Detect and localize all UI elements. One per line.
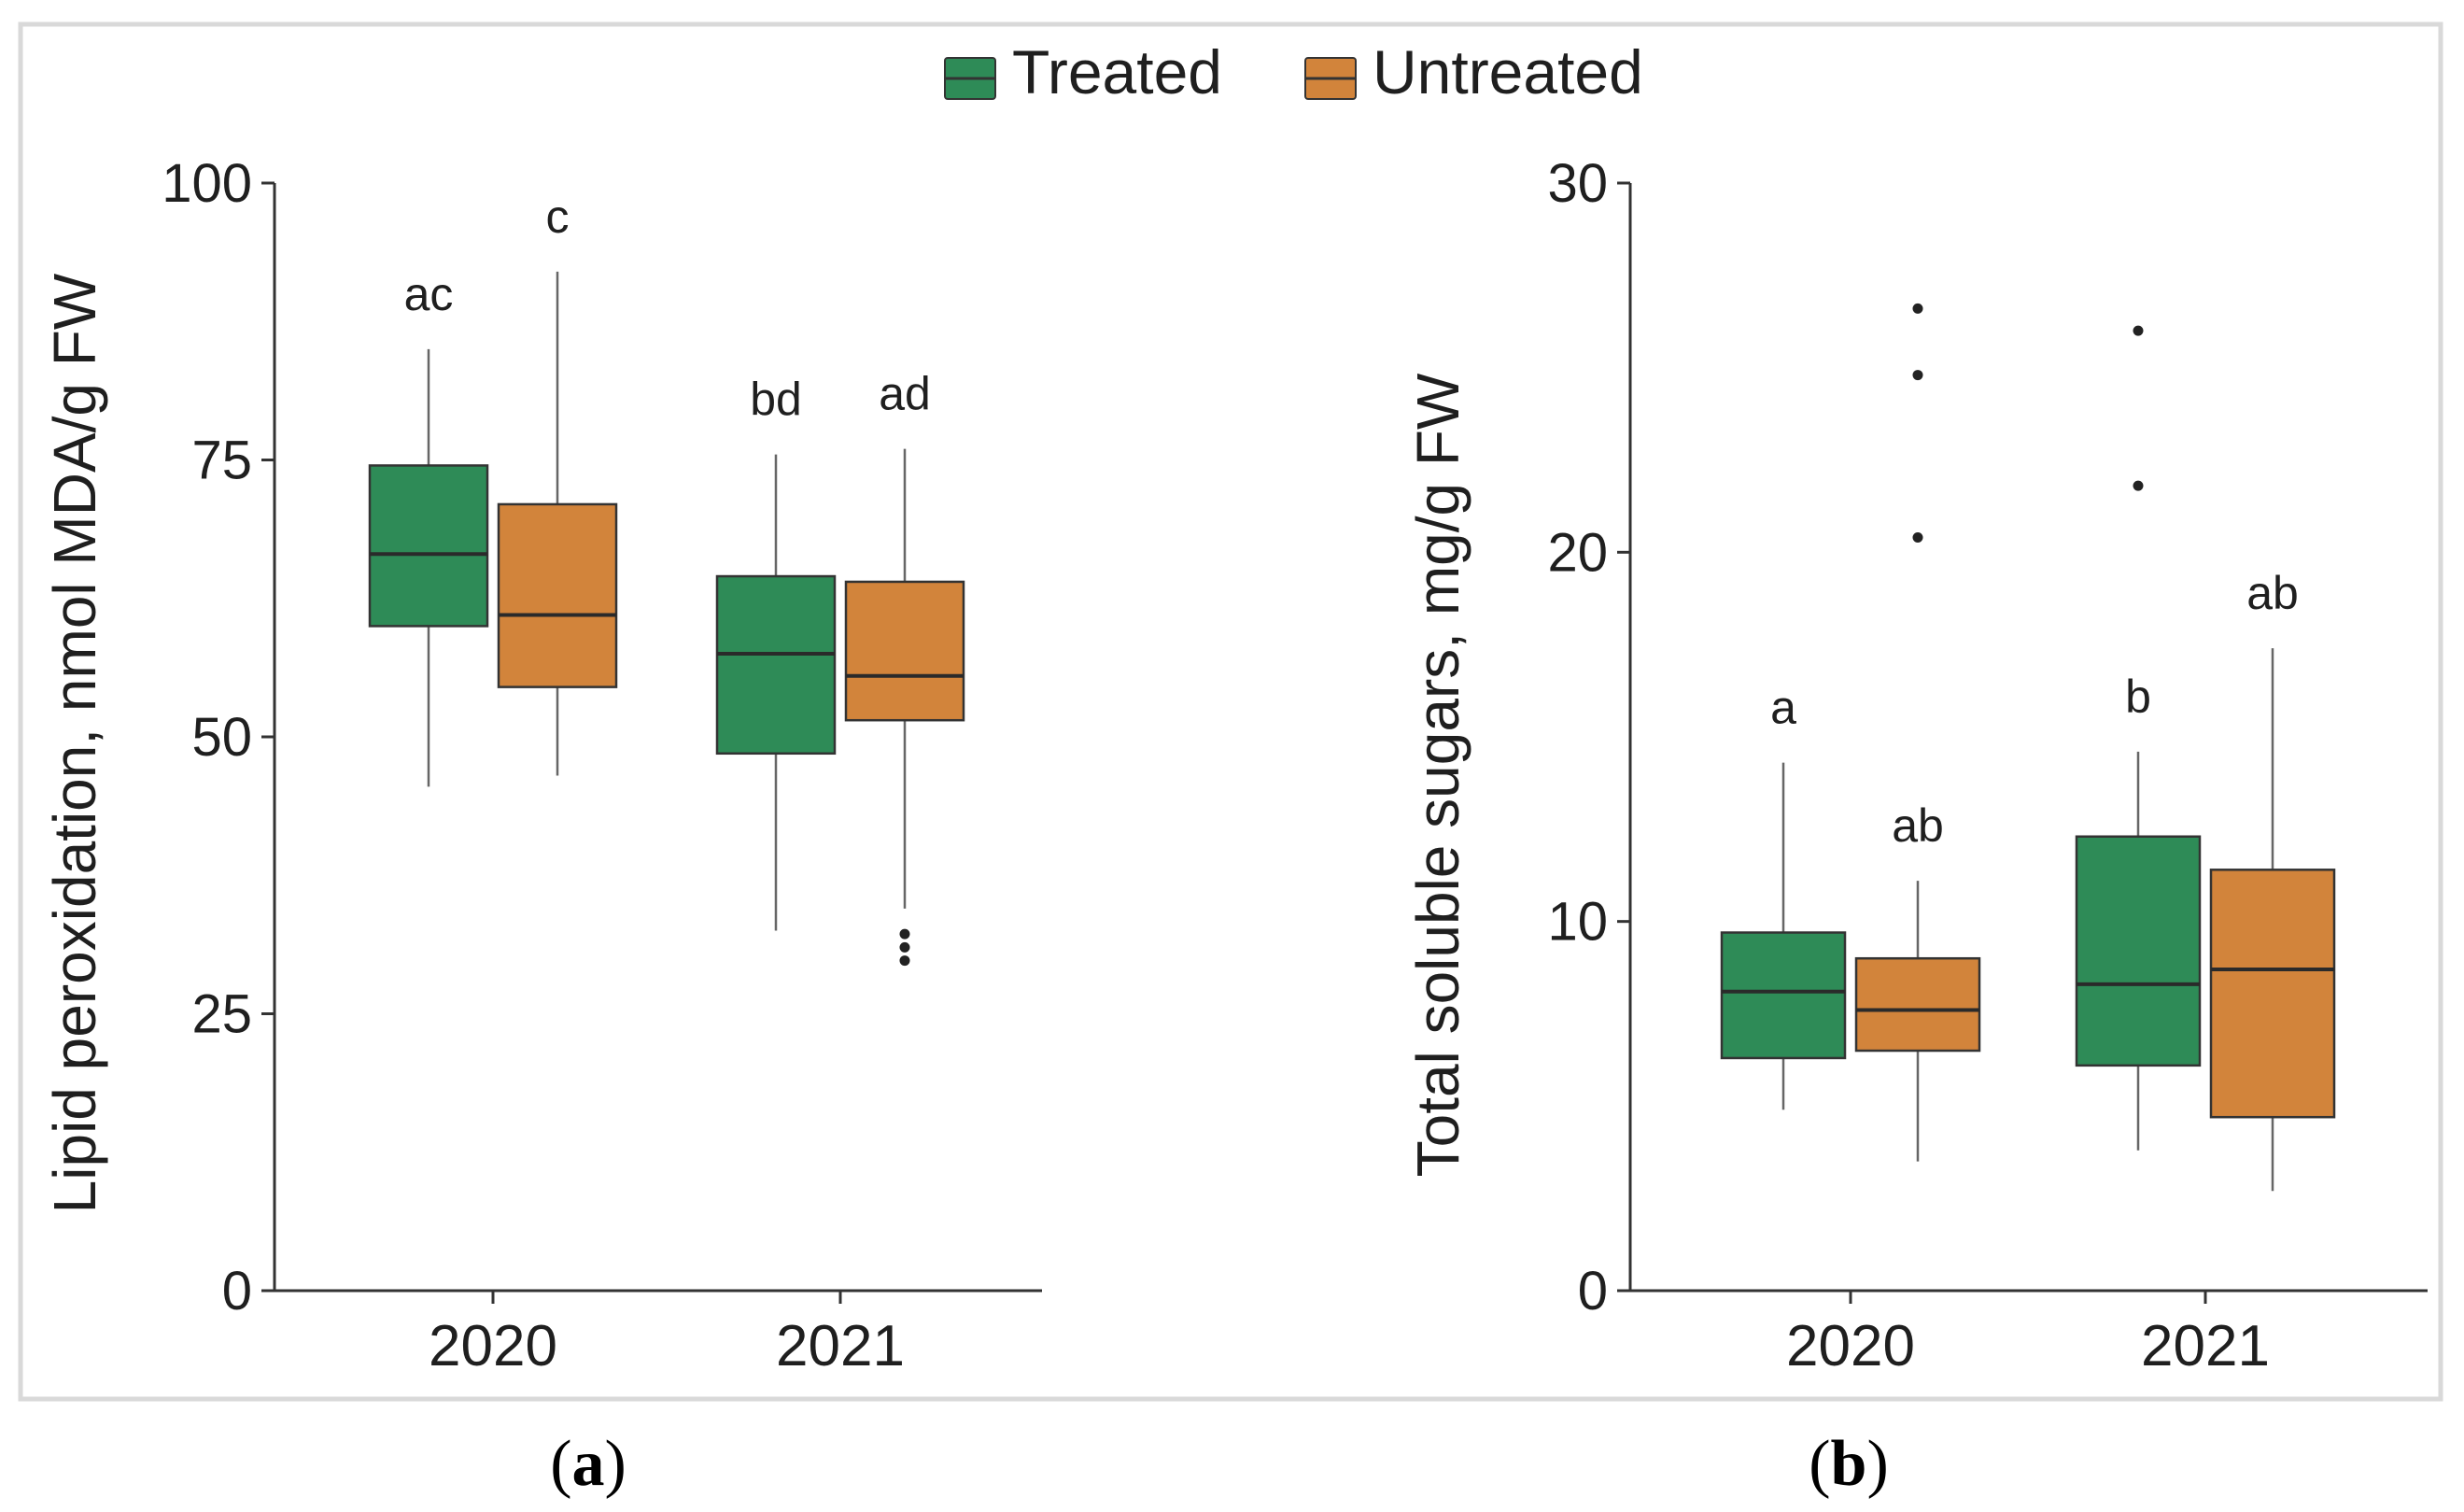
legend-label-untreated: Untreated <box>1373 37 1643 106</box>
significance-label: ab <box>1892 799 1944 852</box>
outlier-point <box>2133 480 2144 491</box>
chart-a-boxes: ac bd c ad <box>368 191 965 967</box>
legend-label-treated: Treated <box>1012 37 1222 106</box>
box-body <box>368 464 489 628</box>
box-treated-2020: ac <box>368 268 489 787</box>
outlier-point <box>899 955 910 967</box>
outlier-point <box>1912 303 1923 314</box>
box-untreated-2020: c <box>497 191 618 776</box>
y-tick-label: 10 <box>1547 892 1608 953</box>
chart-b-total-soluble-sugars: Total soluble sugars, mg/g FW 0 10 20 30 20… <box>1404 153 2428 1378</box>
outlier-point <box>2133 325 2144 336</box>
box-body <box>497 502 618 688</box>
chart-a-lipid-peroxidation: Lipid peroxidation, nmol MDA/g FW 0 25 50 7… <box>41 153 1042 1378</box>
box-treated-2020: a <box>1720 682 1847 1110</box>
outlier-point <box>1912 370 1923 381</box>
chart-b-y-axis-label: Total soluble sugars, mg/g FW <box>1404 373 1471 1177</box>
box-untreated-2021: ad <box>844 368 965 967</box>
y-tick-label: 50 <box>191 707 252 768</box>
x-tick-label: 2021 <box>2141 1314 2270 1378</box>
legend: Treated Untreated <box>944 37 1643 106</box>
significance-label: ad <box>879 368 931 420</box>
significance-label: a <box>1770 682 1796 734</box>
y-tick-label: 0 <box>222 1261 252 1321</box>
box-body <box>2209 869 2336 1119</box>
legend-item-untreated: Untreated <box>1304 37 1643 106</box>
legend-item-treated: Treated <box>944 37 1222 106</box>
significance-label: ac <box>404 268 454 320</box>
outlier-point <box>899 941 910 953</box>
figure-frame <box>18 21 2443 1402</box>
chart-a-x-ticks: 2020 2021 <box>429 1291 905 1378</box>
chart-a-y-ticks: 0 25 50 75 100 <box>162 153 275 1321</box>
box-body <box>1720 931 1847 1060</box>
box-treated-2021: bd <box>715 374 837 931</box>
significance-label: c <box>546 191 570 243</box>
y-tick-label: 75 <box>191 431 252 491</box>
significance-label: bd <box>750 374 802 426</box>
box-untreated-2021: ab <box>2209 567 2336 1192</box>
chart-b-x-ticks: 2020 2021 <box>1786 1291 2270 1378</box>
box-body <box>715 574 837 756</box>
box-body <box>844 580 965 722</box>
y-tick-label: 0 <box>1578 1261 1608 1321</box>
box-untreated-2020: ab <box>1854 303 1981 1162</box>
outlier-point <box>1912 532 1923 544</box>
box-body <box>2075 835 2202 1067</box>
x-tick-label: 2020 <box>429 1314 557 1378</box>
box-treated-2021: b <box>2075 325 2202 1151</box>
y-tick-label: 100 <box>162 153 252 214</box>
chart-a-y-axis-label: Lipid peroxidation, nmol MDA/g FW <box>41 273 108 1213</box>
panel-label-b: (b) <box>1809 1428 1889 1500</box>
y-tick-label: 30 <box>1547 153 1608 214</box>
y-tick-label: 25 <box>191 984 252 1045</box>
significance-label: b <box>2125 671 2151 723</box>
outlier-point <box>899 928 910 940</box>
panel-label-a: (a) <box>550 1428 627 1500</box>
x-tick-label: 2021 <box>776 1314 905 1378</box>
box-body <box>1854 956 1981 1053</box>
chart-b-y-ticks: 0 10 20 30 <box>1547 153 1630 1321</box>
significance-label: ab <box>2246 567 2299 619</box>
y-tick-label: 20 <box>1547 522 1608 583</box>
x-tick-label: 2020 <box>1786 1314 1915 1378</box>
